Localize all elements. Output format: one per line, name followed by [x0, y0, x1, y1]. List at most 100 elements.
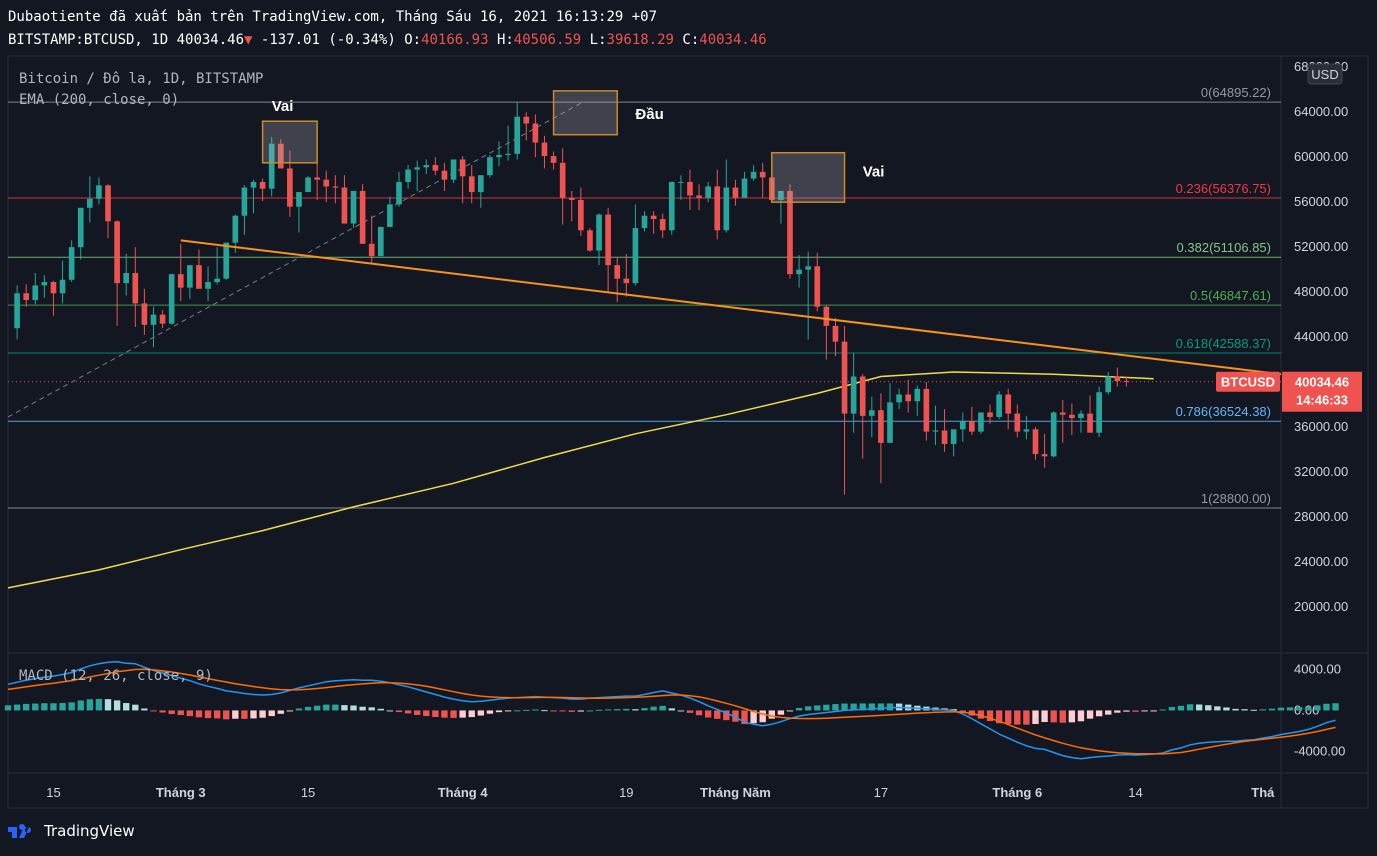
- candle-body: [250, 181, 257, 188]
- macd-histogram-bar: [468, 710, 475, 718]
- candle-body: [177, 274, 184, 288]
- macd-histogram-bar: [313, 705, 321, 711]
- macd-histogram-bar: [959, 710, 966, 713]
- macd-histogram-bar: [504, 710, 512, 712]
- macd-histogram-bar: [1286, 707, 1294, 711]
- macd-histogram-bar: [1205, 705, 1212, 711]
- macd-histogram-bar: [450, 710, 457, 718]
- macd-histogram-bar: [704, 710, 712, 718]
- candle-body: [550, 156, 557, 163]
- candle-body: [41, 282, 48, 286]
- fib-level-label: 0(64895.22): [1201, 85, 1271, 100]
- candle-body: [314, 177, 320, 180]
- candle-body: [687, 181, 693, 196]
- macd-histogram-bar: [368, 707, 375, 711]
- macd-histogram-bar: [1186, 704, 1194, 711]
- macd-histogram-bar: [268, 710, 275, 717]
- candle-body: [505, 153, 511, 155]
- candle-body: [796, 269, 802, 275]
- candle-body: [805, 266, 811, 270]
- candle-body: [377, 226, 384, 257]
- macd-histogram-bar: [1005, 710, 1012, 724]
- chart-legend-ema: EMA (200, close, 0): [19, 92, 179, 108]
- pattern-box: [771, 151, 846, 203]
- time-tick-label: Tháng Năm: [700, 785, 771, 800]
- candle-body: [423, 165, 430, 168]
- tradingview-logo[interactable]: TradingView: [8, 822, 135, 840]
- symbol-badge-label: BTCUSD: [1221, 375, 1275, 390]
- ohlc-header: BITSTAMP:BTCUSD, 1D 40034.46▼ -137.01 (-…: [8, 32, 767, 48]
- macd-histogram-bar: [395, 710, 403, 713]
- candle-body: [496, 154, 502, 158]
- candle-body: [450, 159, 457, 180]
- macd-histogram-bar: [150, 710, 157, 712]
- candle-body: [614, 265, 621, 279]
- candle-body: [587, 230, 593, 251]
- time-tick-label: 14: [1128, 785, 1142, 800]
- down-arrow-icon: ▼: [244, 32, 253, 48]
- macd-histogram-bar: [1332, 703, 1339, 711]
- macd-histogram-bar: [1277, 707, 1285, 711]
- candle-body: [978, 412, 984, 432]
- macd-histogram-bar: [223, 710, 230, 720]
- macd-histogram-bar: [877, 703, 885, 711]
- candle-body: [1105, 376, 1112, 393]
- macd-histogram-bar: [404, 710, 412, 714]
- price-tick-label: 36000.00: [1294, 419, 1348, 434]
- macd-histogram-bar: [1232, 708, 1239, 711]
- time-tick-label: 15: [46, 785, 60, 800]
- macd-histogram-bar: [541, 710, 548, 712]
- macd-histogram-bar: [1141, 710, 1148, 712]
- candle-body: [1059, 412, 1066, 415]
- candle-body: [459, 159, 466, 177]
- candle-body: [659, 219, 666, 231]
- macd-tick-label: -4000.00: [1294, 743, 1345, 758]
- pattern-label: Vai: [272, 98, 294, 115]
- price-tick-label: 52000.00: [1294, 239, 1348, 254]
- candle-body: [823, 306, 830, 326]
- macd-histogram-bar: [413, 710, 421, 715]
- candle-body: [1050, 412, 1057, 457]
- candle-body: [969, 421, 975, 432]
- fib-level-label: 0.786(36524.38): [1176, 404, 1271, 419]
- candle-body: [241, 187, 248, 216]
- macd-histogram-bar: [1168, 707, 1176, 711]
- macd-histogram-bar: [123, 703, 130, 711]
- macd-histogram-bar: [868, 703, 876, 711]
- candle-body: [932, 430, 939, 432]
- candle-body: [850, 376, 857, 414]
- candle-body: [214, 278, 220, 283]
- low-label: L:: [589, 32, 607, 48]
- macd-histogram-bar: [795, 707, 803, 711]
- candle-body: [14, 293, 20, 329]
- candle-body: [950, 429, 957, 444]
- macd-histogram-bar: [659, 705, 666, 711]
- candle-body: [732, 187, 739, 198]
- pattern-label: Vai: [863, 163, 885, 180]
- close-value: 40034.46: [699, 32, 767, 48]
- candle-body: [305, 177, 311, 193]
- macd-histogram-bar: [1323, 703, 1330, 711]
- candle-body: [705, 186, 711, 198]
- macd-histogram-bar: [277, 710, 284, 714]
- candle-body: [441, 170, 448, 180]
- macd-histogram-bar: [750, 710, 757, 724]
- time-tick-label: Tháng 3: [156, 785, 206, 800]
- candle-body: [987, 412, 993, 417]
- macd-histogram-bar: [95, 698, 103, 711]
- ema-200-line: [7, 371, 1154, 589]
- macd-histogram-bar: [232, 710, 239, 719]
- candle-body: [1032, 429, 1039, 455]
- candle-body: [223, 242, 230, 279]
- candle-body: [414, 167, 420, 170]
- currency-badge-label: USD: [1311, 67, 1338, 82]
- publisher-line: Dubaotiente đã xuất bản trên TradingView…: [8, 9, 658, 25]
- macd-histogram-bar: [377, 708, 384, 711]
- candle-body: [350, 190, 357, 224]
- candle-body: [650, 215, 657, 220]
- macd-histogram-bar: [495, 710, 503, 713]
- macd-histogram-bar: [559, 710, 566, 712]
- macd-histogram-bar: [686, 710, 694, 713]
- macd-histogram-bar: [523, 709, 530, 711]
